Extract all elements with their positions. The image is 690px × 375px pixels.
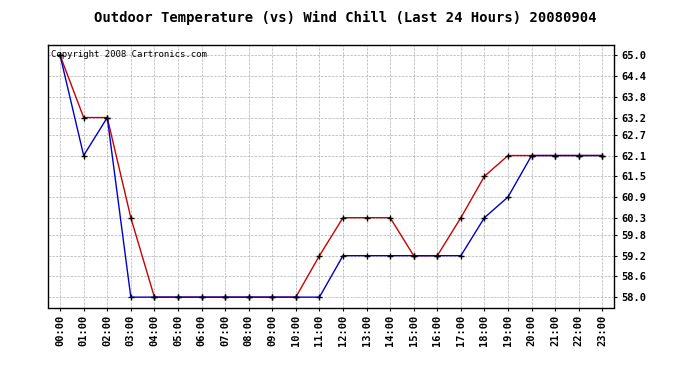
Text: Outdoor Temperature (vs) Wind Chill (Last 24 Hours) 20080904: Outdoor Temperature (vs) Wind Chill (Las… bbox=[94, 11, 596, 26]
Text: Copyright 2008 Cartronics.com: Copyright 2008 Cartronics.com bbox=[51, 50, 207, 59]
